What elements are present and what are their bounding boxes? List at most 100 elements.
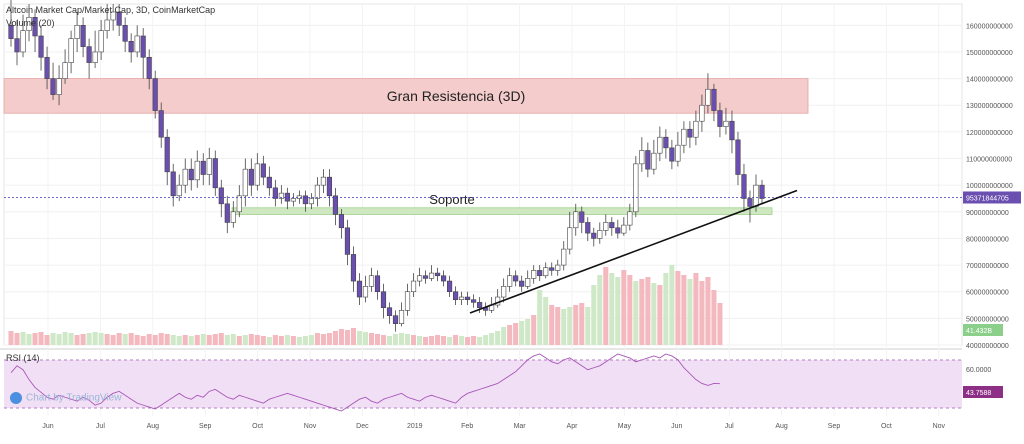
candle-body <box>663 136 669 149</box>
candle-body <box>338 214 345 229</box>
x-tick-label: Oct <box>881 423 892 430</box>
candle-body <box>693 120 699 138</box>
candle-body <box>50 78 56 95</box>
volume-bar <box>423 337 429 345</box>
support-trendline <box>469 189 798 314</box>
candle-body <box>368 275 375 287</box>
volume-bar <box>356 331 362 345</box>
candle-body <box>8 25 14 39</box>
axis-layer: 160000000000 150000000000 140000000000 1300… <box>42 23 1021 430</box>
candle-body <box>639 150 645 165</box>
volume-bar <box>116 333 122 345</box>
y-tick-label: 70000000000 <box>966 263 1009 270</box>
volume-bar <box>236 336 242 345</box>
x-tick-label: 2019 <box>407 423 423 430</box>
rsi-level-label: 60.0000 <box>966 367 991 374</box>
volume-bar <box>374 334 381 345</box>
candle-body <box>242 168 248 197</box>
volume-bar <box>140 336 146 345</box>
candle-body <box>98 30 104 53</box>
candle-body <box>747 198 753 207</box>
candle-body <box>453 291 459 301</box>
volume-bar <box>320 334 326 345</box>
candle-body <box>254 163 260 186</box>
volume-bar <box>8 331 14 345</box>
rsi-layer <box>4 353 962 412</box>
volume-bar <box>278 336 284 345</box>
candle-body <box>615 227 621 234</box>
y-tick-label: 50000000000 <box>966 316 1009 323</box>
tradingview-logo-icon <box>10 392 22 404</box>
volume-bar <box>591 285 597 345</box>
volume-bar <box>380 335 387 345</box>
y-tick-label: 150000000000 <box>966 50 1013 57</box>
volume-bar <box>254 335 260 345</box>
volume-bar <box>260 336 266 345</box>
candle-body <box>525 278 531 287</box>
price-label-text: 95371844705 <box>966 195 1009 202</box>
volume-bar <box>128 333 134 345</box>
volume-bar <box>74 335 80 345</box>
volume-bar <box>507 325 513 345</box>
volume-bar <box>717 303 723 345</box>
candle-body <box>585 222 591 234</box>
volume-bar <box>332 331 338 345</box>
candle-body <box>224 203 230 223</box>
candle-body <box>657 136 663 154</box>
candle-body <box>681 128 687 146</box>
volume-bar <box>242 335 248 345</box>
volume-bar <box>645 277 651 345</box>
volume-bar <box>651 283 657 345</box>
rsi-band <box>4 360 962 408</box>
x-tick-label: Nov <box>304 423 317 430</box>
x-tick-label: Mar <box>514 423 527 430</box>
volume-bar <box>152 335 158 345</box>
y-tick-label: 160000000000 <box>966 23 1013 30</box>
volume-bar <box>296 337 302 345</box>
candle-body <box>513 275 519 282</box>
candle-body <box>62 62 68 79</box>
volume-bar <box>338 329 344 345</box>
volume-bar <box>20 332 26 345</box>
volume-bar <box>585 307 591 345</box>
candle-body <box>20 30 26 53</box>
volume-bar <box>86 333 92 345</box>
volume-bar <box>212 334 218 345</box>
candle-body <box>699 104 705 122</box>
tradingview-watermark[interactable]: Chart by TradingView <box>10 392 121 404</box>
volume-bar <box>266 337 272 345</box>
resistance-label: Gran Resistencia (3D) <box>387 88 526 104</box>
volume-bar <box>621 270 627 345</box>
volume-bar <box>218 333 224 345</box>
volume-bar <box>368 333 375 345</box>
candle-body <box>326 176 333 197</box>
candle-body <box>290 198 296 202</box>
candle-body <box>729 120 735 141</box>
volume-bar <box>405 334 411 345</box>
price-label-box <box>963 191 1021 204</box>
candle-body <box>230 211 236 223</box>
resistance-zone <box>3 78 809 114</box>
candle-body <box>200 160 206 175</box>
volume-bar <box>194 335 200 345</box>
candle-body <box>176 184 182 197</box>
candle-body <box>92 51 98 63</box>
volume-bar <box>627 275 633 345</box>
volume-bar <box>362 332 368 345</box>
candle-body <box>735 139 741 175</box>
candle-body <box>651 152 657 170</box>
x-tick-label: Jul <box>96 423 105 430</box>
candle-body <box>302 195 308 205</box>
x-tick-label: Apr <box>567 423 579 430</box>
candle-body <box>741 174 747 199</box>
candle-body <box>392 315 399 324</box>
candle-body <box>723 120 729 127</box>
x-tick-label: Oct <box>252 423 263 430</box>
candle-body <box>44 56 50 79</box>
candle-body <box>501 286 507 298</box>
support-label: Soporte <box>429 192 475 207</box>
volume-bar <box>483 335 489 345</box>
candle-body <box>705 88 711 106</box>
candle-body <box>272 187 278 199</box>
candle-body <box>362 286 369 298</box>
